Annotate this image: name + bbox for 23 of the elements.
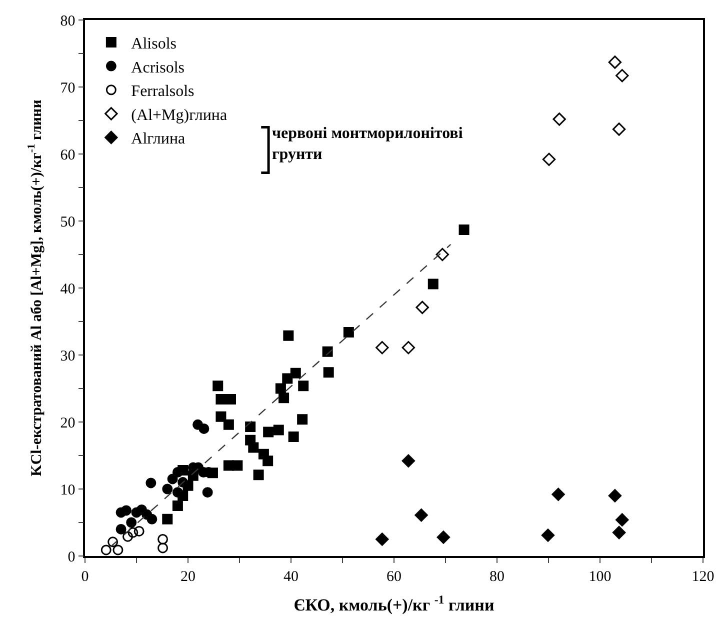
x-tick-label: 60 [386, 568, 402, 585]
x-tick-label: 120 [692, 568, 714, 585]
y-tick-label: 0 [68, 549, 76, 566]
annotation: червоні монтморилонітові грунти [272, 125, 464, 163]
legend-label: (Al+Mg)глина [131, 106, 228, 124]
y-tick-label: 10 [60, 482, 76, 498]
y-tick-label: 70 [60, 80, 76, 96]
y-tick-label: 30 [60, 348, 76, 364]
x-tick-label: 40 [284, 568, 298, 585]
legend-label: Alisols [131, 36, 177, 52]
y-tick-label: 20 [60, 415, 76, 432]
y-tick-label: 80 [60, 13, 76, 30]
legend-label: Alглина [131, 130, 186, 148]
y-tick-label: 50 [60, 214, 76, 230]
legend-label: Ferralsols [131, 83, 194, 100]
x-tick-label: 100 [588, 568, 612, 585]
legend-label: Acrisols [131, 59, 185, 76]
x-axis-title: ЄКО, кмоль(+)/кг $^{-1}$ глини [294, 592, 494, 615]
y-tick-label: 40 [60, 281, 76, 298]
x-tick-label: 0 [81, 568, 89, 585]
x-tick-label: 20 [180, 568, 196, 585]
y-tick-label: 60 [60, 147, 76, 164]
x-tick-label: 80 [490, 568, 504, 585]
